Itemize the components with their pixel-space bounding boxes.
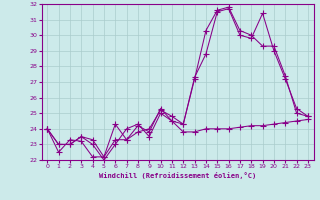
X-axis label: Windchill (Refroidissement éolien,°C): Windchill (Refroidissement éolien,°C) — [99, 172, 256, 179]
